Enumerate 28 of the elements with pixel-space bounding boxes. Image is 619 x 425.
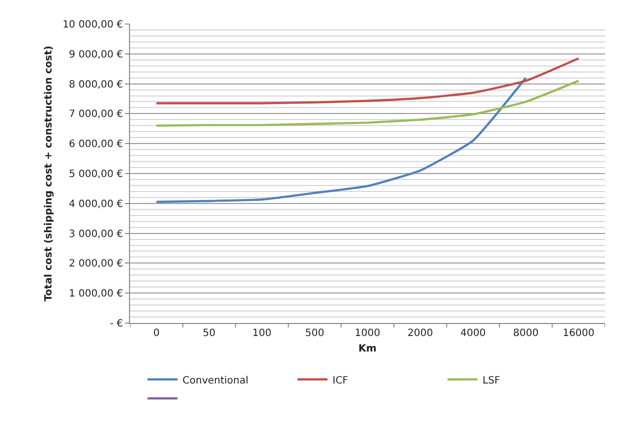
x-tick-label: 1000 [354,328,380,339]
y-tick-label: 10 000,00 € [62,20,123,30]
y-tick-label: 4 000,00 € [68,198,123,210]
x-tick-label: 0 [153,328,160,339]
legend-label: ICF [332,375,348,386]
line-series [155,57,580,104]
y-tick-label: 6 000,00 € [68,139,123,150]
line-series [155,80,580,127]
x-tick-label: 8000 [513,328,539,339]
legend-label: Conventional [182,375,248,386]
y-axis-title: Total cost (shipping cost + construction cost) [44,46,55,302]
y-tick-label: 2 000,00 € [68,258,123,270]
x-tick-label: 4000 [460,328,486,339]
x-tick-label: 50 [202,328,216,339]
legend-label: LSF [482,375,500,386]
x-tick-label: 500 [305,328,324,339]
line-series [155,76,527,204]
x-tick-label: 2000 [408,328,434,339]
y-tick-label: 1 000,00 € [68,288,123,300]
y-tick-label: 3 000,00 € [68,228,123,240]
x-axis-title: Km [358,344,377,354]
y-tick-label: 8 000,00 € [68,79,123,90]
y-tick-label: 9 000,00 € [68,49,123,60]
y-tick-label: 5 000,00 € [68,169,123,180]
y-tick-label: - € [110,318,123,330]
x-tick-label: 100 [252,328,272,339]
y-tick-label: 7 000,00 € [68,109,123,120]
x-tick-label: 16000 [562,328,595,339]
